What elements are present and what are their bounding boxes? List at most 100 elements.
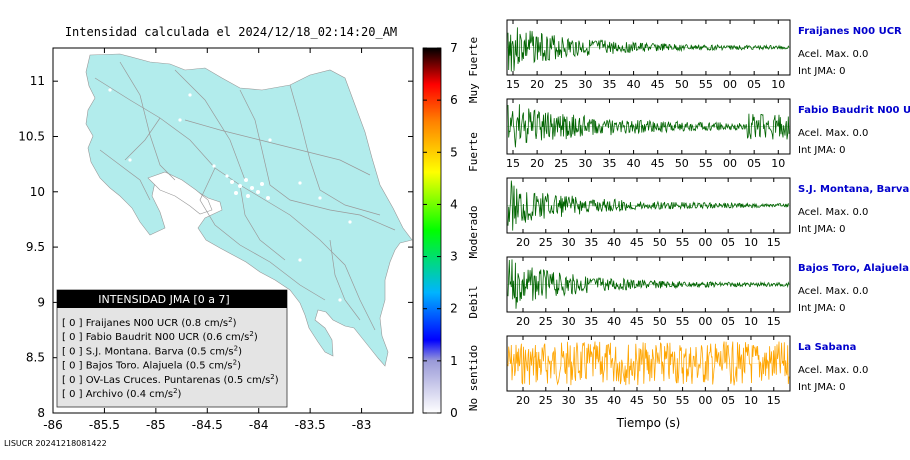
map-y-tick-label: 10.5 [18, 129, 45, 143]
int-jma: Int JMA: 0 [798, 66, 846, 77]
waveform-x-tick-label: 40 [607, 236, 621, 249]
station-cluster [108, 88, 352, 302]
legend-item: [ 0 ] Fraijanes N00 UCR (0.8 cm/s2) [62, 316, 237, 329]
colorbar-tick-label: 4 [450, 197, 458, 211]
colorbar-label: Muy Fuerte [467, 37, 480, 103]
legend-box: INTENSIDAD JMA [0 a 7] [ 0 ] Fraijanes N… [56, 289, 288, 408]
waveform-x-tick-label: 40 [607, 315, 621, 328]
legend-items: [ 0 ] Fraijanes N00 UCR (0.8 cm/s2)[ 0 ]… [62, 316, 279, 400]
colorbar-tick-label: 3 [450, 250, 458, 264]
waveform-trace [507, 341, 790, 386]
int-jma: Int JMA: 0 [798, 224, 846, 235]
map-x-tick-label: -86 [43, 418, 63, 432]
waveform-trace [507, 27, 790, 72]
road-network [94, 61, 396, 331]
colorbar-label: Fuerte [467, 132, 480, 172]
colorbar-tick-label: 7 [450, 41, 458, 55]
waveform-x-tick-label: 00 [698, 236, 712, 249]
waveform-trace [507, 180, 790, 231]
colorbar-gradient [422, 47, 442, 414]
waveform-x-tick-label: 50 [653, 236, 667, 249]
waveform-x-tick-label: 50 [653, 315, 667, 328]
waveform-panels: 15 20 25 30 35 40 45 50 55 00 05 10 Fraijanes N00 UC… [506, 19, 910, 430]
footer-code: LISUCR 20241218081422 [4, 439, 107, 448]
waveform-trace [507, 259, 790, 309]
station-name: S.J. Montana, Barva [798, 184, 909, 195]
map-title: Intensidad calculada el 2024/12/18_02:14… [65, 25, 397, 39]
waveform-x-tick-label: 40 [627, 78, 641, 91]
waveform-x-tick-label: 05 [721, 236, 735, 249]
map-frame [52, 47, 414, 414]
colorbar-tick-label: 2 [450, 302, 458, 316]
waveform-x-tick-label: 10 [744, 394, 758, 407]
waveform-x-tick-label: 45 [630, 236, 644, 249]
waveform-x-tick-label: 55 [676, 236, 690, 249]
accel-max: Acel. Max. 0.0 [798, 365, 868, 376]
gulf-nicoya [147, 171, 213, 215]
waveform-x-tick-label: 20 [516, 236, 530, 249]
waveform-x-tick-label: 25 [539, 236, 553, 249]
waveform-x-tick-label: 35 [602, 78, 616, 91]
waveform-x-tick-label: 00 [698, 315, 712, 328]
station-name: La Sabana [798, 342, 856, 353]
waveform-x-tick-label: 30 [562, 394, 576, 407]
waveform-panel: 15 20 25 30 35 40 45 50 55 00 05 10 Fabio Baudrit N0… [506, 98, 910, 170]
colorbar-tick-label: 0 [450, 406, 458, 420]
waveform-trace [507, 104, 790, 148]
waveform-x-tick-label: 10 [744, 236, 758, 249]
waveform-x-tick-label: 15 [767, 394, 781, 407]
map-x-tick-label: -85.5 [89, 418, 120, 432]
waveform-x-tick-label: 35 [602, 157, 616, 170]
legend-item: [ 0 ] Fabio Baudrit N00 UCR (0.6 cm/s2) [62, 330, 258, 343]
waveform-x-tick-label: 55 [699, 78, 713, 91]
colorbar-tick-label: 1 [450, 354, 458, 368]
legend-item: [ 0 ] Archivo (0.4 cm/s2) [62, 387, 182, 400]
waveform-x-tick-label: 25 [554, 78, 568, 91]
int-jma: Int JMA: 0 [798, 303, 846, 314]
colorbar-tick-label: 6 [450, 93, 458, 107]
map-y-tick-label: 10 [30, 185, 45, 199]
map-y-axis: 11 10.5 10 9.5 9 8.5 8 [18, 74, 413, 420]
waveform-x-tick-label: 35 [584, 236, 598, 249]
colorbar-ticks: 0 1 2 3 4 5 6 7 [423, 41, 458, 420]
waveform-x-tick-label: 25 [539, 394, 553, 407]
waveform-x-tick-label: 05 [721, 315, 735, 328]
accel-max: Acel. Max. 0.0 [798, 128, 868, 139]
map-x-tick-label: -83.5 [295, 418, 326, 432]
waveform-panel: 20 25 30 35 40 45 50 55 00 05 10 15 La Sabana Acel. M… [506, 335, 868, 430]
int-jma: Int JMA: 0 [798, 382, 846, 393]
waveform-x-tick-label: 15 [767, 236, 781, 249]
waveform-x-tick-label: 40 [607, 394, 621, 407]
waveform-x-tick-label: 35 [584, 315, 598, 328]
station-name: Fabio Baudrit N00 UCR [798, 105, 910, 116]
waveform-x-tick-label: 10 [771, 157, 785, 170]
colorbar-label: Moderado [467, 206, 480, 259]
waveform-x-tick-label: 25 [539, 315, 553, 328]
accel-max: Acel. Max. 0.0 [798, 49, 868, 60]
map-x-tick-label: -84 [249, 418, 269, 432]
waveform-panel: 20 25 30 35 40 45 50 55 00 05 10 15 Bajos Toro, Alaj… [506, 256, 909, 328]
waveform-x-tick-label: 05 [747, 157, 761, 170]
waveform-x-tick-label: 40 [627, 157, 641, 170]
colorbar: 0 1 2 3 4 5 6 7 No sentido Debil Moderado Fuerte Mu… [422, 37, 480, 420]
map-x-tick-label: -84.5 [192, 418, 223, 432]
int-jma: Int JMA: 0 [798, 145, 846, 156]
waveform-x-tick-label: 10 [744, 315, 758, 328]
waveform-x-tick-label: 00 [698, 394, 712, 407]
waveform-x-tick-label: 15 [506, 157, 520, 170]
waveform-x-tick-label: 30 [562, 236, 576, 249]
waveform-x-tick-label: 45 [630, 394, 644, 407]
waveform-x-tick-label: 55 [676, 315, 690, 328]
waveform-x-tick-label: 55 [676, 394, 690, 407]
waveform-x-tick-label: 30 [562, 315, 576, 328]
waveform-x-tick-label: 20 [530, 78, 544, 91]
colorbar-label: Debil [467, 285, 480, 318]
map-x-axis: -86 -85.5 -85 -84.5 -84 -83.5 -83 [43, 48, 371, 432]
waveform-x-tick-label: 05 [721, 394, 735, 407]
station-name: Fraijanes N00 UCR [798, 26, 902, 37]
waveform-x-tick-label: 20 [530, 157, 544, 170]
waveform-x-tick-label: 45 [630, 315, 644, 328]
waveform-x-tick-label: 10 [771, 78, 785, 91]
accel-max: Acel. Max. 0.0 [798, 207, 868, 218]
colorbar-label: No sentido [467, 345, 480, 411]
